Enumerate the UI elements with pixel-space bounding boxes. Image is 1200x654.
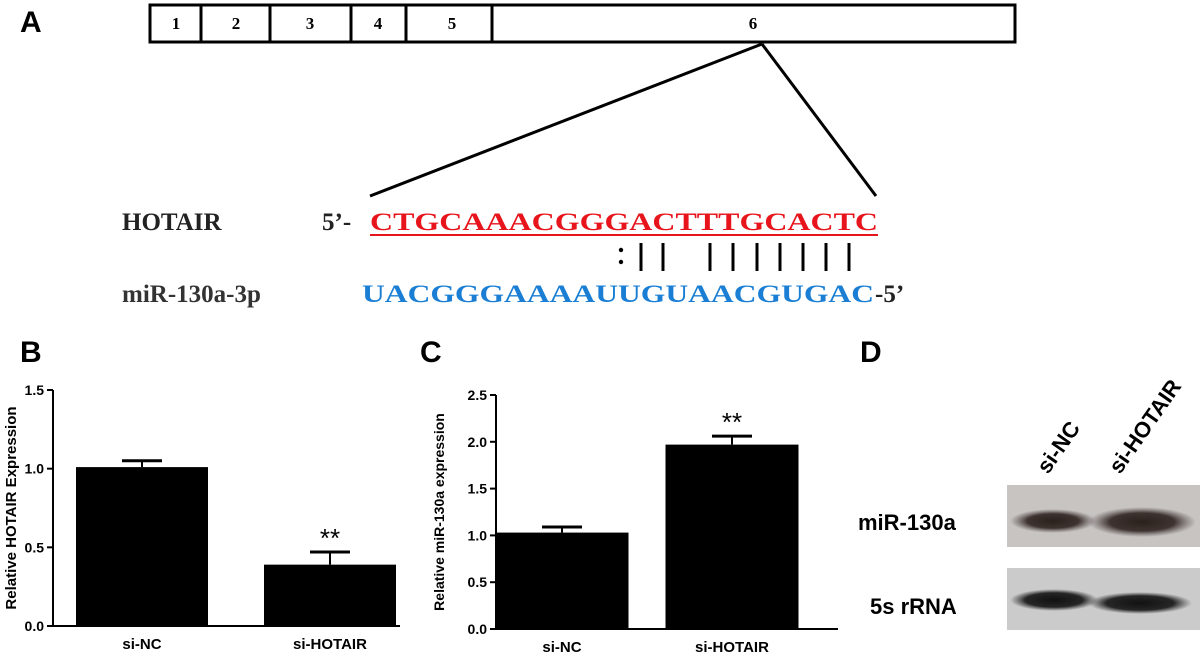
x-tick-label: si-NC	[122, 636, 161, 653]
wobble-pair-dot	[618, 259, 624, 265]
y-tick-label: 0.5	[25, 539, 45, 555]
y-tick-label: 2.5	[468, 387, 488, 403]
hotair-label: HOTAIR	[122, 209, 222, 236]
hotair-five-prime: 5’-	[322, 209, 351, 236]
blot-row-label-mir130a: miR-130a	[858, 510, 957, 535]
exon-3-label: 3	[306, 14, 315, 33]
band-5s-rrna-si-hotair	[1088, 592, 1192, 614]
x-tick-label: si-HOTAIR	[695, 639, 769, 654]
panel-a-label: A	[20, 6, 42, 39]
base-pairing-marks	[618, 243, 851, 271]
mir-label: miR-130a-3p	[122, 281, 261, 308]
significance-marker: **	[320, 523, 340, 553]
y-tick-label: 0.5	[468, 574, 488, 590]
exon-4-label: 4	[374, 14, 383, 33]
lane-label-si-nc: si-NC	[1032, 416, 1085, 477]
y-tick-label: 0.0	[25, 618, 45, 634]
bar	[76, 467, 208, 626]
bar	[264, 564, 396, 626]
exon-6-label: 6	[749, 14, 758, 33]
gene-map: 1 2 3 4 5 6	[148, 3, 1017, 44]
chart-relative-hotair-expression: 0.0 0.5 1.0 1.5 si-NC ** si-HOTAIR Relative HOT…	[3, 382, 400, 653]
y-tick-label: 2.0	[468, 434, 488, 450]
zoom-line-right	[760, 43, 878, 197]
y-tick-label: 1.5	[468, 481, 488, 497]
panel-d-label: D	[860, 336, 882, 369]
exon-1-label: 1	[172, 14, 181, 33]
y-tick-label: 1.5	[25, 382, 45, 398]
blot-row-label-5s-rrna: 5s rRNA	[870, 594, 957, 619]
y-axis-label: Relative HOTAIR Expression	[3, 406, 20, 609]
exon-2-label: 2	[232, 14, 241, 33]
y-axis-label: Relative miR-130a expression	[431, 413, 447, 611]
band-mir130a-si-hotair	[1088, 507, 1196, 537]
significance-marker: **	[722, 407, 742, 437]
y-tick-label: 1.0	[25, 461, 45, 477]
zoom-line-left	[369, 42, 763, 198]
y-tick-label: 0.0	[468, 621, 488, 637]
x-tick-label: si-HOTAIR	[293, 636, 367, 653]
gene-map-outline	[148, 3, 1017, 44]
sequence-alignment: HOTAIR 5’- CTGCAAACGGGACTTTGCACTC miR-13…	[122, 209, 904, 308]
lane-label-si-hotair: si-HOTAIR	[1104, 375, 1187, 478]
y-tick-label: 1.0	[468, 527, 488, 543]
mir-five-prime: -5’	[875, 281, 904, 308]
mir-sequence: UACGGGAAAAUUGUAACGUGAC	[362, 281, 874, 308]
panel-b-label: B	[20, 336, 42, 369]
bar	[665, 444, 799, 629]
bar	[495, 532, 629, 629]
hotair-sequence: CTGCAAACGGGACTTTGCACTC	[370, 209, 878, 236]
band-mir130a-si-nc	[1010, 509, 1096, 533]
panel-c-label: C	[420, 336, 442, 369]
x-tick-label: si-NC	[542, 639, 581, 654]
wobble-pair-dot	[618, 247, 624, 253]
exon-5-label: 5	[448, 14, 457, 33]
band-5s-rrna-si-nc	[1010, 589, 1098, 611]
northern-blot: si-NC si-HOTAIR miR-130a 5s rRNA	[858, 375, 1200, 630]
chart-relative-mir130a-expression: 0.0 0.5 1.0 1.5 2.0 2.5 si-NC ** si-HOTAIR Relati…	[431, 387, 838, 654]
